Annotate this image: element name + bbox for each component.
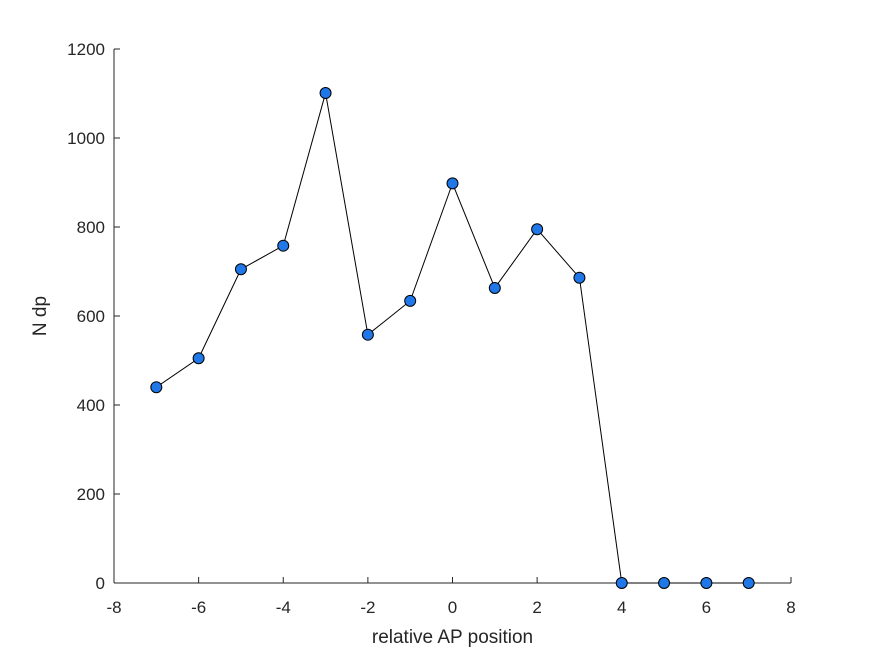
- data-point: [404, 294, 417, 307]
- y-tick-label: 1000: [67, 129, 105, 148]
- plot-area: [150, 87, 755, 589]
- x-tick-label: 6: [702, 598, 711, 617]
- x-axis-label: relative AP position: [372, 627, 533, 648]
- y-tick-label: 800: [77, 218, 105, 237]
- y-tick-label: 0: [96, 574, 105, 593]
- ticks: -8 -6 -4 -2 0 2 4 6 8 0 200 400 600 800 1000 1200: [67, 40, 796, 617]
- data-point: [150, 381, 163, 394]
- data-point: [319, 87, 332, 100]
- x-tick-label: 4: [617, 598, 626, 617]
- x-tick-label: -8: [106, 598, 121, 617]
- data-point: [192, 352, 205, 365]
- x-tick-label: -6: [191, 598, 206, 617]
- data-point: [658, 577, 671, 589]
- y-tick-label: 200: [77, 485, 105, 504]
- x-tick-label: -2: [360, 598, 375, 617]
- data-point: [488, 281, 501, 294]
- data-point: [531, 223, 544, 236]
- y-axis-label: N dp: [30, 296, 51, 336]
- x-tick-label: 2: [532, 598, 541, 617]
- x-tick-label: 0: [448, 598, 457, 617]
- data-point: [234, 263, 247, 276]
- x-tick-label: 8: [786, 598, 795, 617]
- data-point: [615, 577, 628, 589]
- data-point: [700, 577, 713, 589]
- x-tick-label: -4: [276, 598, 291, 617]
- data-point: [361, 328, 374, 341]
- y-tick-label: 600: [77, 307, 105, 326]
- data-point: [742, 577, 755, 589]
- y-tick-label: 1200: [67, 40, 105, 59]
- y-tick-label: 400: [77, 396, 105, 415]
- data-point: [573, 271, 586, 284]
- data-point: [277, 239, 290, 252]
- data-point: [446, 177, 459, 190]
